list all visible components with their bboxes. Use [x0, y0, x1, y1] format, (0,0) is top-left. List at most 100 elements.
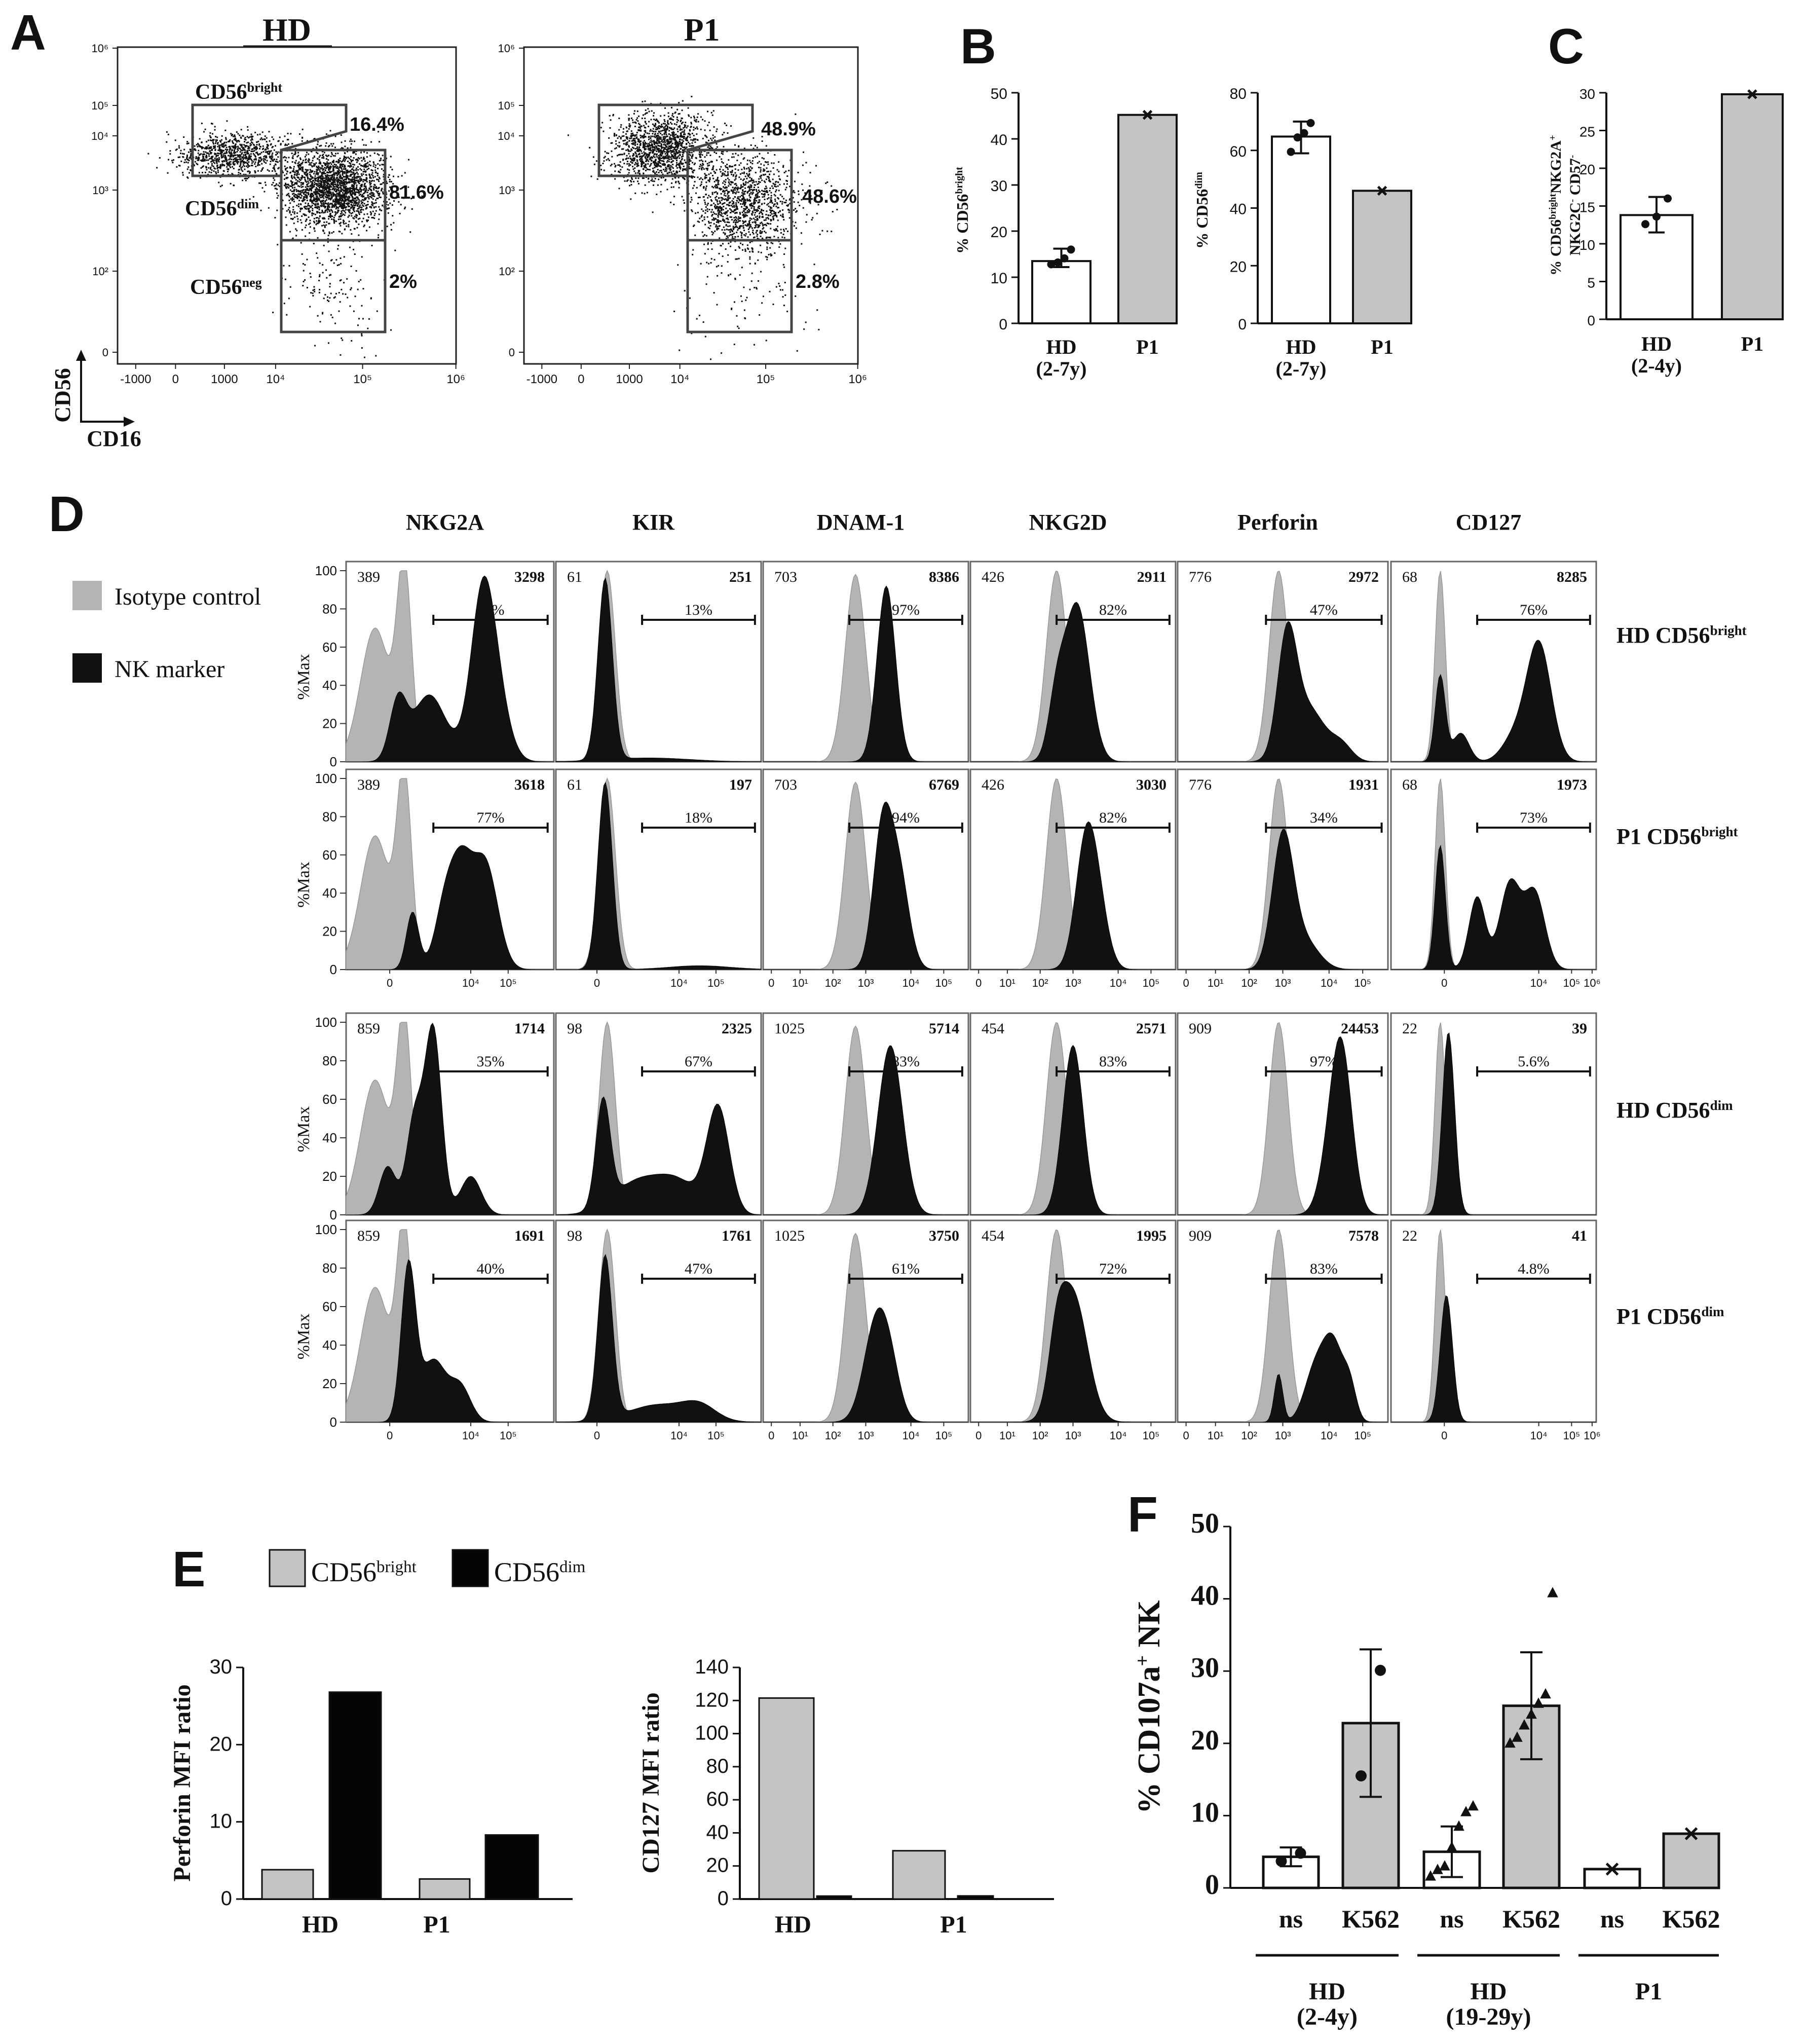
scatter-point	[236, 154, 238, 156]
scatter-point	[327, 183, 329, 185]
scatter-point	[341, 161, 343, 163]
scatter-point	[650, 164, 652, 166]
scatter-point	[166, 141, 168, 143]
scatter-point	[239, 165, 241, 167]
scatter-point	[331, 153, 333, 155]
scatter-point	[218, 159, 220, 161]
scatter-point	[404, 208, 406, 210]
scatter-point	[650, 152, 652, 154]
scatter-point	[224, 129, 227, 131]
scatter-point	[373, 163, 375, 165]
scatter-point	[309, 226, 311, 228]
scatter-point	[374, 171, 377, 173]
scatter-point	[693, 138, 695, 140]
scatter-point	[217, 155, 219, 157]
scatter-point	[201, 146, 203, 148]
scatter-point	[235, 146, 237, 148]
scatter-point	[242, 147, 244, 150]
scatter-point	[356, 184, 358, 186]
scatter-point	[294, 151, 296, 153]
scatter-point	[351, 190, 353, 192]
scatter-point	[276, 192, 278, 194]
scatter-point	[190, 153, 192, 155]
scatter-point	[352, 159, 354, 161]
scatter-point	[643, 155, 645, 157]
scatter-point	[674, 112, 676, 114]
scatter-point	[342, 160, 344, 162]
scatter-point	[316, 177, 318, 179]
scatter-point	[693, 169, 695, 171]
scatter-point	[339, 195, 341, 197]
scatter-point	[711, 193, 713, 195]
scatter-point	[647, 157, 649, 159]
scatter-point	[749, 160, 751, 162]
scatter-point	[361, 347, 363, 349]
scatter-point	[180, 150, 182, 152]
scatter-point	[333, 179, 335, 181]
scatter-point	[299, 179, 302, 181]
scatter-point	[658, 165, 660, 167]
scatter-point	[243, 144, 245, 146]
scatter-point	[684, 146, 686, 148]
scatter-point	[350, 175, 352, 177]
scatter-point	[672, 167, 674, 169]
scatter-point	[361, 196, 363, 198]
scatter-point	[379, 196, 381, 198]
scatter-point	[662, 152, 664, 154]
scatter-point	[636, 159, 638, 161]
scatter-point	[654, 163, 656, 165]
scatter-point	[217, 145, 219, 147]
scatter-point	[237, 149, 239, 151]
scatter-point	[366, 230, 368, 232]
scatter-point	[302, 168, 304, 170]
scatter-point	[294, 177, 296, 179]
scatter-point	[760, 222, 762, 224]
scatter-point	[222, 146, 224, 148]
scatter-point	[702, 235, 704, 237]
scatter-point	[318, 182, 320, 184]
scatter-point	[700, 151, 702, 153]
scatter-point	[628, 145, 630, 147]
scatter-point	[329, 203, 331, 205]
scatter-point	[354, 295, 356, 298]
scatter-point	[620, 136, 622, 138]
scatter-point	[327, 202, 329, 204]
scatter-point	[261, 163, 263, 165]
scatter-point	[298, 164, 300, 166]
scatter-point	[362, 205, 364, 207]
scatter-point	[363, 199, 365, 201]
scatter-point	[206, 146, 208, 148]
scatter-point	[346, 157, 348, 159]
scatter-point	[274, 179, 276, 181]
scatter-point	[329, 162, 331, 164]
scatter-point	[324, 182, 326, 184]
scatter-point	[362, 288, 364, 290]
scatter-point	[665, 136, 667, 138]
scatter-point	[287, 177, 289, 179]
scatter-point	[652, 152, 654, 154]
scatter-point	[307, 188, 309, 190]
scatter-point	[221, 150, 223, 152]
scatter-point	[205, 166, 207, 168]
scatter-point	[619, 165, 621, 167]
scatter-point	[332, 182, 334, 184]
scatter-point	[337, 160, 340, 162]
scatter-point	[327, 235, 329, 237]
scatter-point	[327, 186, 329, 188]
scatter-point	[224, 153, 227, 155]
scatter-point	[219, 167, 221, 169]
scatter-point	[639, 156, 642, 158]
scatter-point	[691, 176, 693, 178]
scatter-point	[611, 163, 613, 165]
scatter-point	[667, 172, 669, 174]
scatter-point	[636, 164, 638, 166]
scatter-point	[711, 161, 713, 163]
scatter-point	[241, 143, 243, 145]
scatter-point	[774, 185, 776, 187]
scatter-point	[404, 206, 406, 208]
scatter-point	[317, 141, 319, 143]
scatter-point	[370, 213, 372, 215]
scatter-point	[350, 201, 352, 203]
scatter-point	[646, 112, 648, 114]
scatter-point	[343, 176, 345, 178]
